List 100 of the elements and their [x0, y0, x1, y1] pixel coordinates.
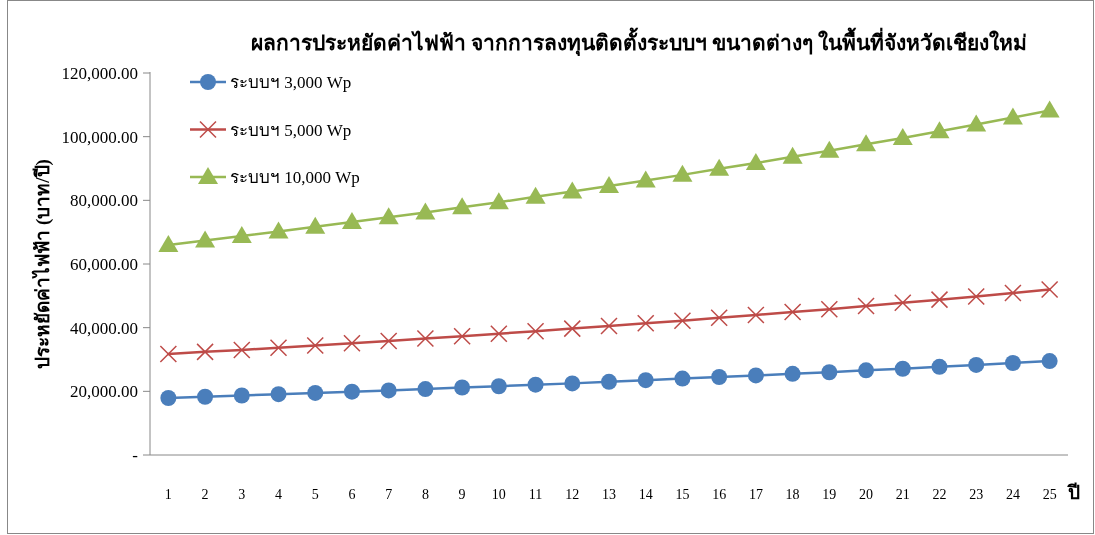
chart-title: ผลการประหยัดค่าไฟฟ้า จากการลงทุนติดตั้งระบบฯ ขนาดต่างๆ ในพื้นที่จังหวัดเชียงใหม่ [250, 27, 1028, 57]
point [931, 358, 948, 375]
point [674, 370, 691, 387]
point [929, 121, 950, 139]
x-tick-label: 23 [969, 487, 984, 502]
point [1040, 280, 1059, 299]
point [821, 364, 838, 381]
x-tick-label: 21 [895, 487, 910, 502]
y-tick-label: 40,000.00 [70, 318, 138, 338]
point [341, 211, 362, 229]
point [306, 336, 324, 355]
point [747, 306, 765, 324]
point [158, 234, 179, 252]
point [196, 343, 214, 361]
point [307, 384, 324, 401]
x-tick-label: 1 [164, 487, 172, 502]
x-tick-label: 8 [421, 487, 429, 502]
x-tick-label: 4 [275, 487, 283, 502]
point [160, 390, 177, 407]
point [233, 387, 250, 404]
x-tick-label: 18 [785, 487, 800, 502]
point [380, 382, 397, 399]
y-tick-label: 20,000.00 [70, 382, 138, 402]
point [710, 309, 728, 327]
point [599, 176, 619, 194]
point [563, 319, 582, 338]
point [195, 230, 216, 248]
x-tick-label: 7 [385, 487, 393, 502]
point [1039, 100, 1060, 118]
x-axis-title: ปี [1067, 482, 1080, 503]
point [526, 322, 545, 340]
point [820, 300, 839, 318]
point [488, 192, 509, 210]
x-tick-label: 9 [458, 487, 466, 502]
point [268, 221, 289, 239]
point [894, 360, 911, 377]
x-tick-label: 20 [859, 487, 874, 502]
point [930, 290, 949, 309]
point [783, 303, 802, 321]
legend-label: ระบบฯ 3,000 Wp [230, 73, 352, 92]
y-tick-label: 60,000.00 [70, 255, 138, 274]
point [966, 114, 987, 132]
x-tick-label: 19 [822, 487, 837, 502]
point [269, 338, 288, 357]
point [892, 127, 913, 145]
y-tick-label: 100,000.00 [61, 127, 138, 147]
x-tick-label: 14 [638, 487, 653, 502]
point [416, 329, 435, 348]
point [452, 197, 473, 215]
x-tick-label: 16 [712, 487, 727, 502]
point [231, 225, 252, 243]
point [635, 170, 656, 188]
x-tick-label: 12 [565, 487, 580, 502]
x-tick-label: 17 [748, 487, 763, 502]
point [343, 383, 360, 400]
point [453, 327, 471, 346]
x-tick-label: 25 [1042, 487, 1057, 502]
point [197, 388, 214, 405]
y-tick-label: - [132, 446, 139, 465]
legend-label: ระบบฯ 5,000 Wp [230, 120, 352, 140]
x-tick-label: 22 [932, 487, 947, 502]
point [711, 369, 728, 386]
point [415, 202, 436, 220]
point [819, 140, 840, 158]
point [601, 373, 617, 390]
x-tick-label: 13 [602, 487, 616, 502]
point [637, 372, 654, 389]
point [525, 186, 546, 204]
point [709, 158, 730, 176]
point [857, 297, 875, 315]
x-tick-label: 3 [238, 487, 246, 502]
point [562, 181, 583, 199]
point [1002, 107, 1023, 125]
point [636, 314, 655, 332]
point [490, 324, 508, 343]
point [1041, 353, 1058, 370]
x-tick-label: 2 [201, 487, 209, 502]
x-tick-label: 5 [311, 487, 319, 502]
point [490, 378, 507, 395]
legend-label: ระบบฯ 10,000 Wp [230, 168, 360, 187]
point [856, 134, 877, 152]
point [233, 341, 251, 359]
point [564, 375, 581, 392]
point [673, 311, 692, 330]
point [600, 317, 618, 335]
point [967, 287, 985, 306]
y-tick-label: 120,000.00 [61, 64, 138, 83]
x-tick-label: 15 [675, 487, 690, 502]
point [417, 381, 434, 398]
x-tick-label: 24 [1005, 487, 1020, 502]
point [379, 332, 398, 350]
point [747, 367, 764, 384]
point [1004, 355, 1021, 371]
point [782, 146, 803, 164]
y-axis-title: ประหยัดค่าไฟฟ้า (บาท/ปี) [31, 159, 54, 369]
point [527, 376, 544, 393]
point [1004, 284, 1022, 302]
x-tick-label: 11 [528, 487, 543, 502]
point [968, 356, 985, 373]
point [378, 207, 399, 225]
